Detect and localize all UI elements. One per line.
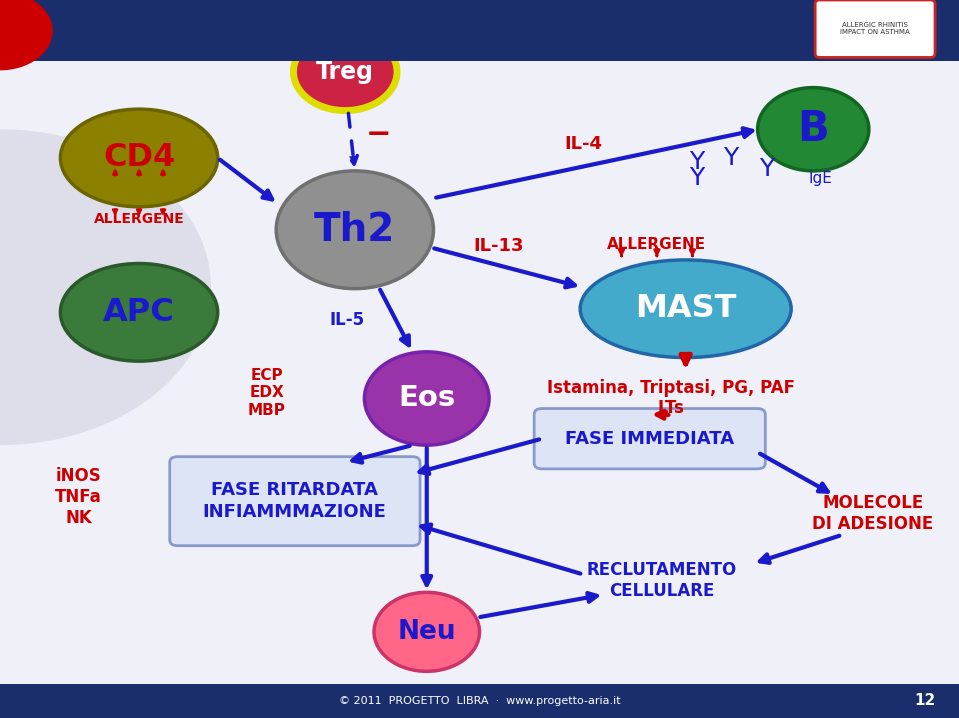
Text: APC: APC (104, 297, 175, 328)
FancyBboxPatch shape (0, 684, 959, 718)
Text: ALLERGENE: ALLERGENE (607, 237, 707, 251)
Text: ALLERGIC RHINITIS
IMPACT ON ASTHMA: ALLERGIC RHINITIS IMPACT ON ASTHMA (840, 22, 909, 35)
FancyBboxPatch shape (0, 0, 959, 61)
Wedge shape (0, 0, 53, 70)
Text: MOLECOLE
DI ADESIONE: MOLECOLE DI ADESIONE (812, 494, 933, 533)
Text: LTs: LTs (658, 398, 685, 417)
Text: IL-4: IL-4 (564, 134, 602, 153)
Text: Th2: Th2 (315, 211, 395, 248)
Ellipse shape (60, 264, 218, 361)
Text: Y: Y (760, 157, 775, 181)
Wedge shape (0, 129, 211, 445)
Ellipse shape (60, 109, 218, 207)
Circle shape (364, 352, 489, 445)
Text: CD4: CD4 (103, 142, 175, 174)
Text: 12: 12 (915, 694, 936, 708)
Text: IgE: IgE (809, 171, 832, 185)
FancyBboxPatch shape (534, 409, 765, 469)
Text: Y: Y (690, 166, 705, 190)
FancyBboxPatch shape (815, 0, 935, 57)
Circle shape (758, 88, 869, 171)
Circle shape (293, 33, 397, 111)
Text: ALLERGENE: ALLERGENE (94, 212, 184, 226)
Circle shape (374, 592, 480, 671)
Text: IL-5: IL-5 (329, 310, 364, 329)
Text: FASE IMMEDIATA: FASE IMMEDIATA (565, 429, 734, 448)
Text: Eos: Eos (398, 385, 456, 412)
Text: Neu: Neu (397, 619, 456, 645)
Text: IL-13: IL-13 (474, 236, 524, 255)
Ellipse shape (580, 260, 791, 358)
Text: Istamina, Triptasi, PG, PAF: Istamina, Triptasi, PG, PAF (548, 378, 795, 397)
Text: ECP
EDX
MBP: ECP EDX MBP (247, 368, 286, 418)
Text: Y: Y (690, 149, 705, 174)
Text: −: − (366, 121, 391, 149)
Text: B: B (797, 108, 830, 150)
Text: MAST: MAST (635, 293, 737, 325)
Text: RECLUTAMENTO
CELLULARE: RECLUTAMENTO CELLULARE (587, 561, 737, 600)
Text: Y: Y (723, 146, 738, 170)
FancyBboxPatch shape (170, 457, 420, 546)
Text: © 2011  PROGETTO  LIBRA  ·  www.progetto-aria.it: © 2011 PROGETTO LIBRA · www.progetto-ari… (339, 696, 620, 706)
Text: FASE RITARDATA
INFIAMMMAZIONE: FASE RITARDATA INFIAMMMAZIONE (202, 481, 386, 521)
Text: Treg: Treg (316, 60, 374, 84)
Text: iNOS
TNFa
NK: iNOS TNFa NK (56, 467, 102, 527)
Circle shape (276, 171, 433, 289)
